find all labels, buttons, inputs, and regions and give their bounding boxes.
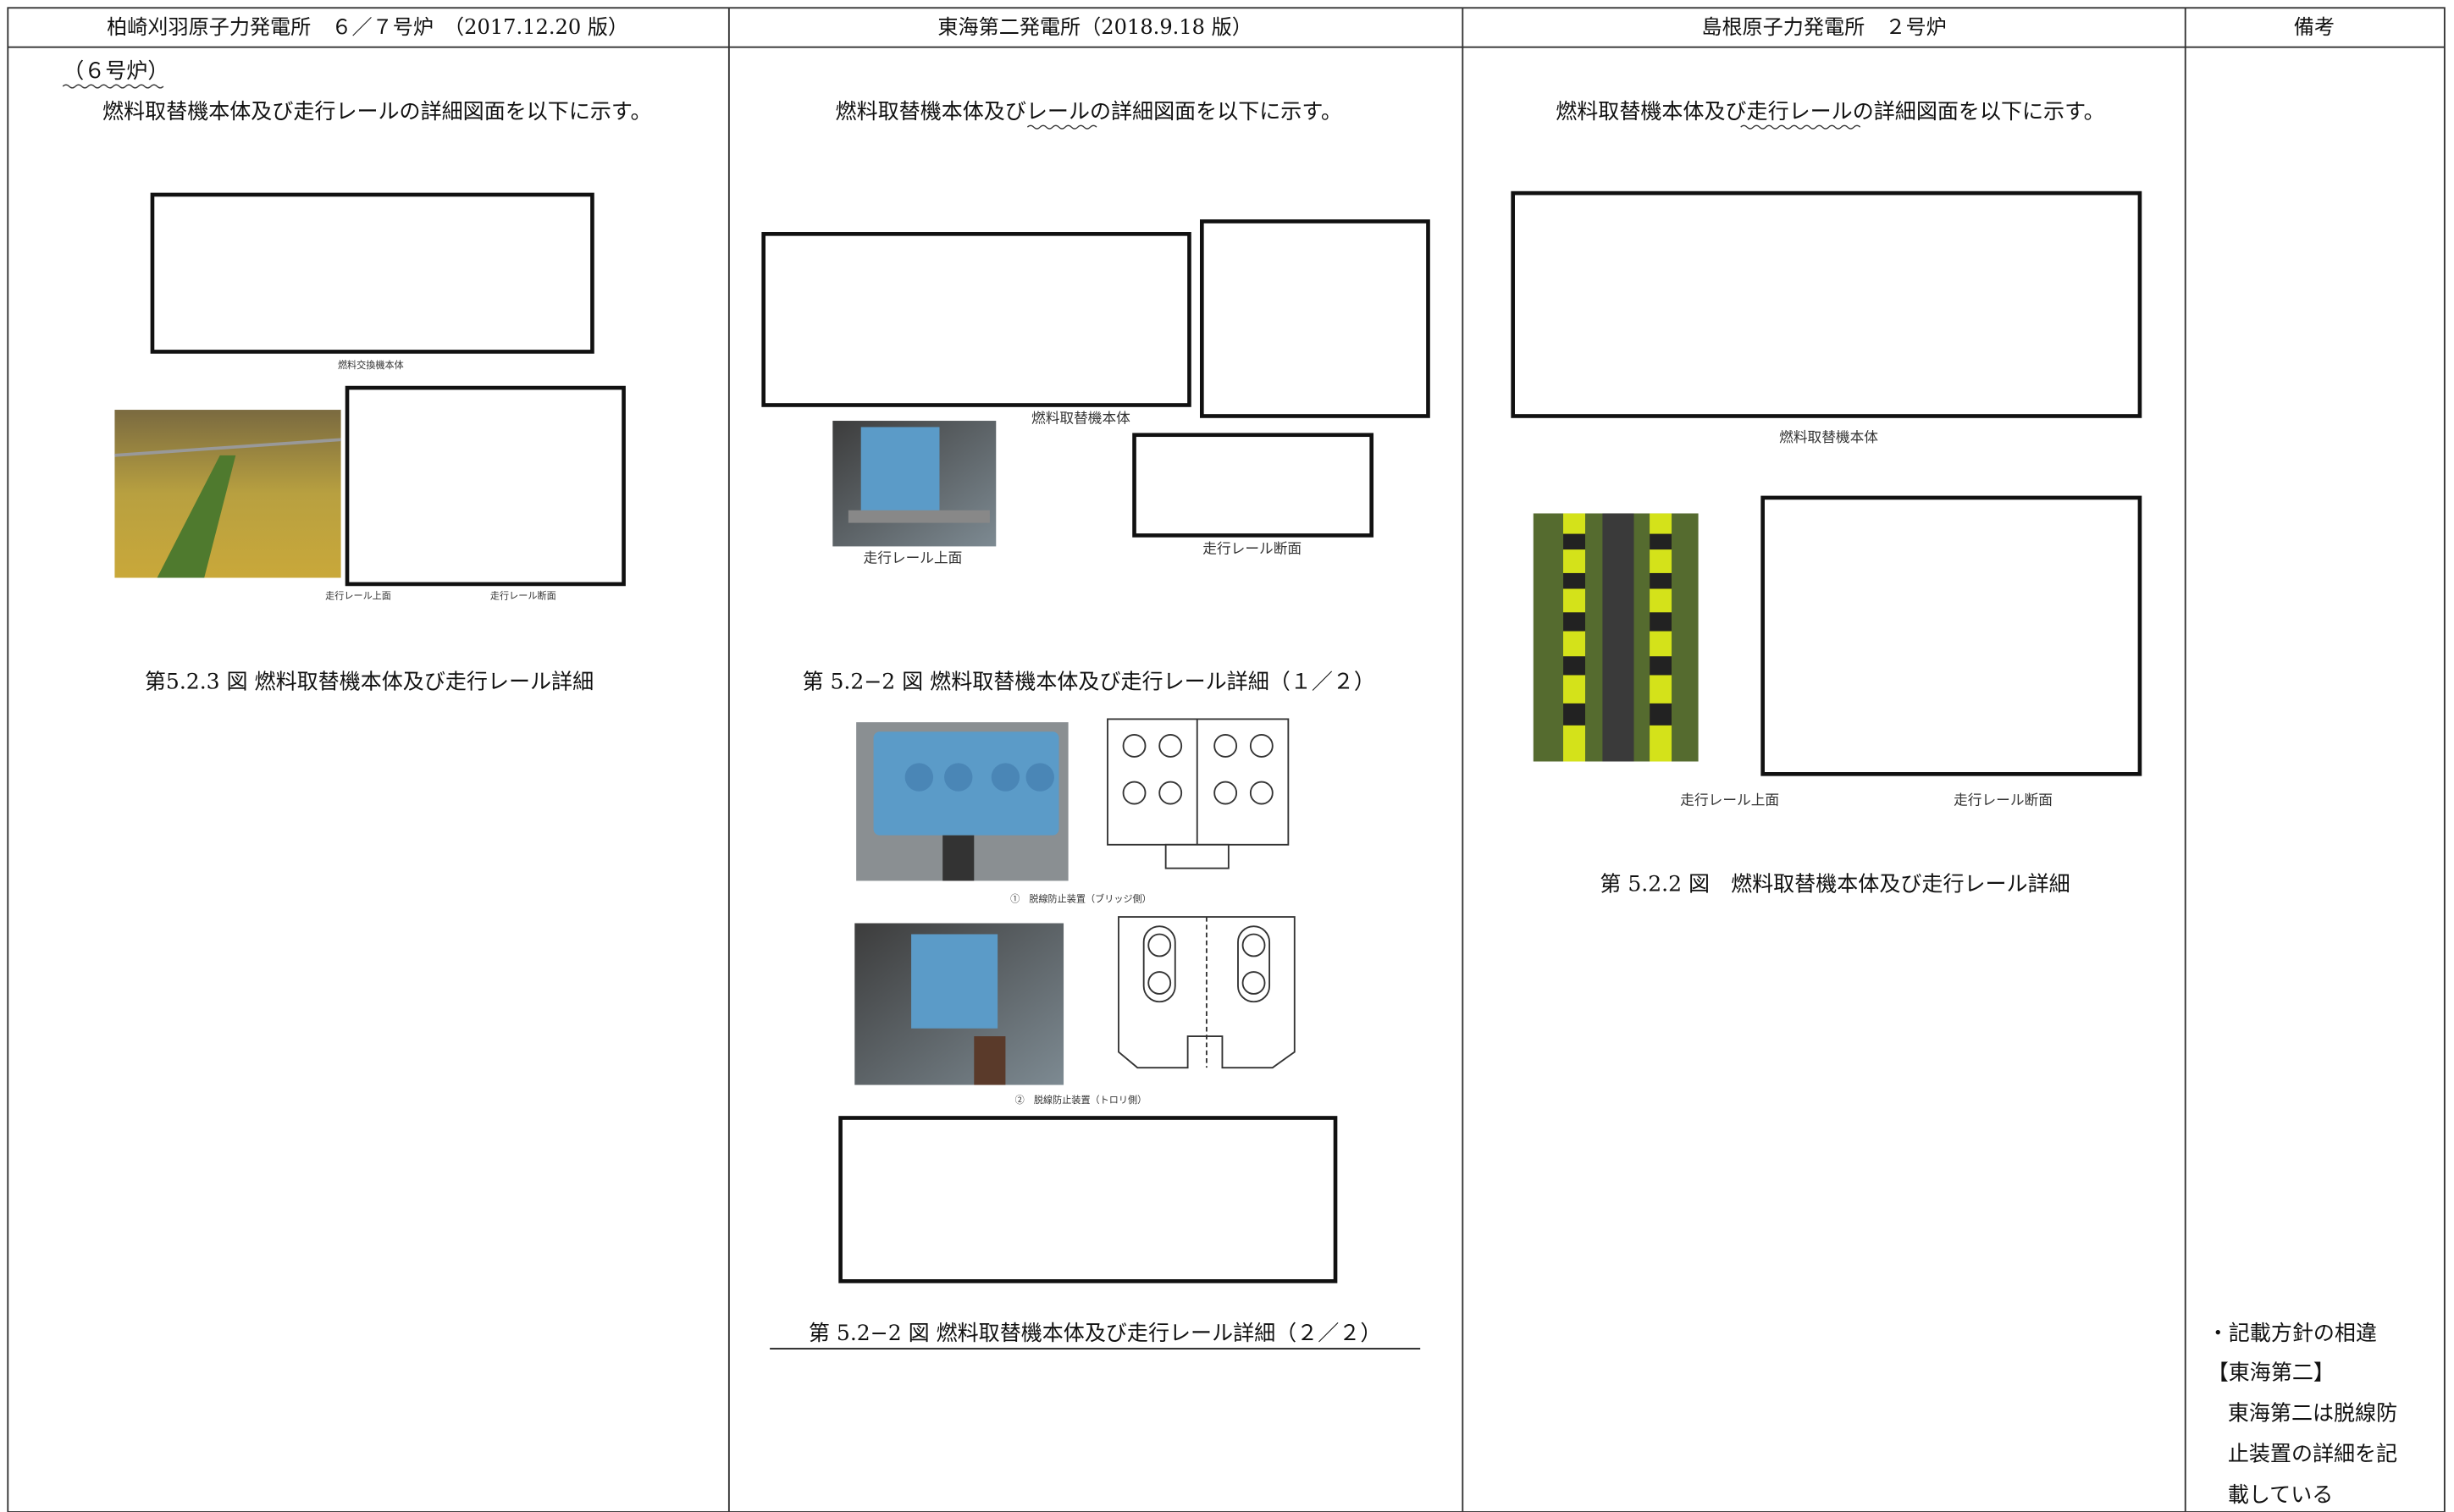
remark: ・記載方針の相違 [2208, 1321, 2377, 1345]
figure-box [838, 1116, 1338, 1283]
photo [856, 722, 1069, 881]
remark: 東海第二は脱線防 [2228, 1401, 2397, 1426]
figure-label: 燃料取替機本体 [1031, 411, 1130, 427]
figure-box [1199, 219, 1430, 418]
remark: 【東海第二】 [2208, 1360, 2335, 1384]
figure-label: 燃料交換機本体 [338, 359, 404, 371]
photo [854, 923, 1064, 1085]
drawing [1107, 718, 1290, 869]
figure-box [1760, 495, 2142, 776]
wavy-underline [1026, 124, 1097, 130]
note: （６号炉） [63, 58, 169, 83]
header-cell: 備考 [2294, 15, 2335, 39]
header-cell: 柏崎刈羽原子力発電所 ６／７号炉 （2017.12.20 版） [107, 15, 628, 39]
intro: 燃料取替機本体及び走行レールの詳細図面を以下に示す。 [1556, 99, 2104, 124]
remark: 止装置の詳細を記 [2228, 1442, 2397, 1466]
wavy-underline [1740, 124, 1861, 130]
drawing [1118, 916, 1296, 1069]
figure-label: 走行レール断面 [1202, 541, 1302, 557]
figure-box [1132, 433, 1374, 538]
figure-label: 走行レール上面 [864, 550, 963, 566]
figure-box [345, 385, 626, 587]
figure-label: 走行レール断面 [490, 590, 556, 602]
figure-label: ① 脱線防止装置（ブリッジ側） [1010, 893, 1152, 905]
figure-box [761, 232, 1191, 407]
intro: 燃料取替機本体及びレールの詳細図面を以下に示す。 [836, 99, 1342, 124]
photo [832, 421, 997, 547]
table-grid [7, 7, 2446, 1512]
figure-box [1511, 190, 2142, 418]
photo [1533, 513, 1699, 762]
remark: 載している [2228, 1482, 2333, 1507]
figure-label: ② 脱線防止装置（トロリ側） [1015, 1094, 1147, 1106]
header-cell: 島根原子力発電所 ２号炉 [1701, 15, 1946, 39]
figure-label: 走行レール断面 [1954, 792, 2053, 808]
header-cell: 東海第二発電所（2018.9.18 版） [937, 15, 1252, 39]
wavy-underline [62, 84, 164, 89]
figure-box [150, 192, 594, 354]
figure-caption: 第5.2.3 図 燃料取替機本体及び走行レール詳細 [145, 669, 594, 693]
figure-caption: 第 5.2−2 図 燃料取替機本体及び走行レール詳細（２／２） [809, 1321, 1381, 1345]
figure-caption: 第 5.2−2 図 燃料取替機本体及び走行レール詳細（１／２） [803, 669, 1375, 693]
figure-label: 走行レール上面 [325, 591, 391, 602]
figure-label: 走行レール上面 [1680, 792, 1779, 808]
photo [114, 410, 341, 578]
intro: 燃料取替機本体及び走行レールの詳細図面を以下に示す。 [102, 99, 651, 124]
figure-caption: 第 5.2.2 図 燃料取替機本体及び走行レール詳細 [1600, 872, 2070, 897]
figure-label: 燃料取替機本体 [1779, 429, 1878, 445]
